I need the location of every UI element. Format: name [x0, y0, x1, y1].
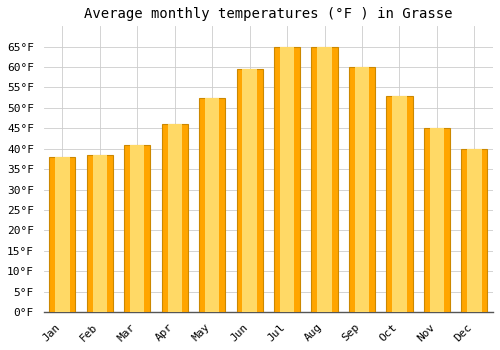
Bar — [168, 124, 182, 312]
Bar — [386, 96, 412, 312]
Bar — [86, 155, 113, 312]
Bar — [467, 149, 481, 312]
Bar — [55, 157, 70, 312]
Bar — [199, 98, 226, 312]
Title: Average monthly temperatures (°F ) in Grasse: Average monthly temperatures (°F ) in Gr… — [84, 7, 452, 21]
Bar — [124, 145, 150, 312]
Bar — [461, 149, 487, 312]
Bar — [130, 145, 144, 312]
Bar — [162, 124, 188, 312]
Bar — [205, 98, 220, 312]
Bar — [349, 67, 375, 312]
Bar — [274, 47, 300, 312]
Bar — [424, 128, 450, 312]
Bar — [92, 155, 107, 312]
Bar — [50, 157, 76, 312]
Bar — [236, 69, 262, 312]
Bar — [430, 128, 444, 312]
Bar — [318, 47, 332, 312]
Bar — [280, 47, 294, 312]
Bar — [355, 67, 369, 312]
Bar — [392, 96, 406, 312]
Bar — [312, 47, 338, 312]
Bar — [242, 69, 257, 312]
